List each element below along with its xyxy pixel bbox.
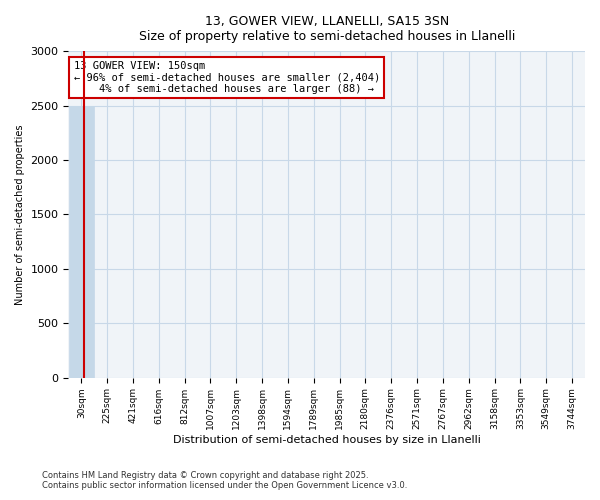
Text: Contains HM Land Registry data © Crown copyright and database right 2025.
Contai: Contains HM Land Registry data © Crown c… [42, 470, 407, 490]
X-axis label: Distribution of semi-detached houses by size in Llanelli: Distribution of semi-detached houses by … [173, 435, 481, 445]
Y-axis label: Number of semi-detached properties: Number of semi-detached properties [15, 124, 25, 304]
Text: 13 GOWER VIEW: 150sqm
← 96% of semi-detached houses are smaller (2,404)
    4% o: 13 GOWER VIEW: 150sqm ← 96% of semi-deta… [74, 61, 380, 94]
Title: 13, GOWER VIEW, LLANELLI, SA15 3SN
Size of property relative to semi-detached ho: 13, GOWER VIEW, LLANELLI, SA15 3SN Size … [139, 15, 515, 43]
Bar [69, 106, 94, 378]
